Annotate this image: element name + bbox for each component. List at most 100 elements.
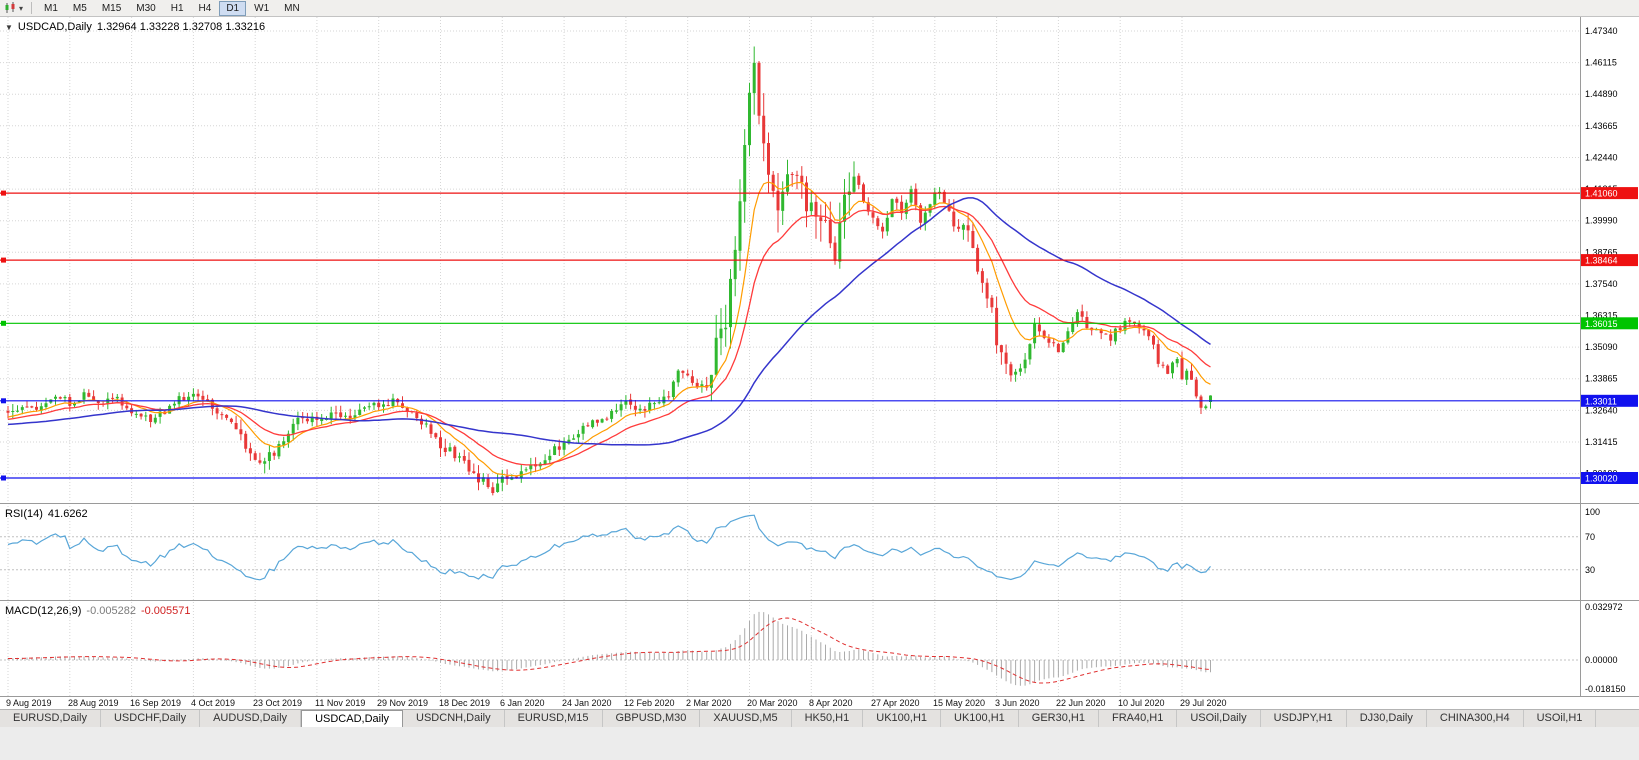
chart-tab-hk50-h1[interactable]: HK50,H1	[791, 710, 864, 727]
svg-text:1.33011: 1.33011	[1585, 396, 1617, 406]
chart-tab-usdcad-daily[interactable]: USDCAD,Daily	[301, 710, 404, 727]
chart-tab-usdcnh-daily[interactable]: USDCNH,Daily	[403, 710, 505, 727]
timeframe-button-h4[interactable]: H4	[198, 2, 212, 14]
ma-mid-line	[7, 205, 1211, 466]
svg-text:1.37540: 1.37540	[1585, 279, 1618, 289]
chart-tab-uk100-h1[interactable]: UK100,H1	[863, 710, 942, 727]
chart-header: ▼ USDCAD,Daily 1.32964 1.33228 1.32708 1.3…	[5, 21, 270, 33]
svg-text:1.42440: 1.42440	[1585, 153, 1618, 163]
date-label: 9 Aug 2019	[6, 698, 52, 708]
svg-text:0.00000: 0.00000	[1585, 655, 1618, 665]
date-label: 4 Oct 2019	[191, 698, 236, 708]
chart-tab-eurusd-daily[interactable]: EURUSD,Daily	[0, 710, 101, 727]
timeframe-button-mn[interactable]: MN	[284, 2, 300, 14]
timeframe-button-d1[interactable]: D1	[219, 0, 247, 16]
date-label: 16 Sep 2019	[130, 698, 182, 708]
macd-signal-value: -0.005571	[140, 605, 191, 617]
chart-ohlc-values: 1.32964 1.33228 1.32708 1.33216	[96, 21, 266, 33]
candlestick-glyph	[5, 2, 15, 13]
macd-signal-line	[8, 617, 1211, 684]
chart-tab-audusd-daily[interactable]: AUDUSD,Daily	[200, 710, 302, 727]
svg-text:70: 70	[1585, 532, 1595, 542]
chart-symbol-period: USDCAD,Daily	[17, 21, 92, 33]
svg-text:0.032972: 0.032972	[1585, 602, 1623, 612]
timeframe-button-h1[interactable]: H1	[170, 2, 184, 14]
svg-text:1.38464: 1.38464	[1585, 256, 1618, 266]
chart-tab-uk100-h1[interactable]: UK100,H1	[941, 710, 1019, 727]
chart-tab-fra40-h1[interactable]: FRA40,H1	[1098, 710, 1178, 727]
svg-text:1.33865: 1.33865	[1585, 374, 1618, 384]
svg-text:1.41060: 1.41060	[1585, 189, 1618, 199]
date-label: 15 May 2020	[933, 698, 986, 708]
svg-text:1.44890: 1.44890	[1585, 89, 1618, 99]
period-buttons-group: M1 M5 M15 M30 H1 H4 D1 W1 MN	[37, 0, 308, 16]
date-label: 6 Jan 2020	[500, 698, 545, 708]
svg-text:1.46115: 1.46115	[1585, 58, 1617, 68]
svg-text:1.36315: 1.36315	[1585, 311, 1618, 321]
date-label: 2 Mar 2020	[686, 698, 732, 708]
date-label: 11 Nov 2019	[315, 698, 366, 708]
timeframe-button-m5[interactable]: M5	[72, 2, 87, 14]
rsi-label: RSI(14)	[5, 508, 43, 520]
hline-anchor-marker[interactable]	[1, 475, 6, 481]
svg-text:1.30020: 1.30020	[1585, 474, 1618, 484]
svg-text:1.38765: 1.38765	[1585, 247, 1618, 257]
chart-background	[0, 17, 1639, 697]
timeframe-button-w1[interactable]: W1	[254, 2, 270, 14]
rsi-line	[7, 514, 1211, 581]
timeframe-button-m1[interactable]: M1	[44, 2, 58, 14]
date-label: 29 Jul 2020	[1180, 698, 1227, 708]
status-bar	[0, 727, 1639, 760]
date-label: 10 Jul 2020	[1118, 698, 1165, 708]
date-label: 29 Nov 2019	[377, 698, 429, 708]
macd-label: MACD(12,26,9)	[5, 605, 82, 617]
chart-tab-dj30-daily[interactable]: DJ30,Daily	[1346, 710, 1427, 727]
chart-tab-china300-h4[interactable]: CHINA300,H4	[1426, 710, 1524, 727]
chart-tab-gbpusd-m30[interactable]: GBPUSD,M30	[602, 710, 701, 727]
svg-text:1.47340: 1.47340	[1585, 26, 1618, 36]
chart-panel[interactable]: 1.473401.461151.448901.436651.424401.412…	[0, 17, 1639, 697]
date-label: 8 Apr 2020	[809, 698, 853, 708]
date-label: 23 Oct 2019	[253, 698, 303, 708]
hline-anchor-marker[interactable]	[1, 257, 6, 263]
hlines-layer[interactable]	[0, 190, 1580, 481]
series-marker-icon: ▼	[5, 23, 13, 32]
svg-text:30: 30	[1585, 565, 1595, 575]
grid-layer	[0, 17, 1580, 697]
chart-tab-bar: EURUSD,Daily USDCHF,Daily AUDUSD,Daily USDC…	[0, 709, 1639, 727]
hline-anchor-marker[interactable]	[1, 190, 6, 196]
hline-anchor-marker[interactable]	[1, 320, 6, 326]
svg-text:1.43665: 1.43665	[1585, 121, 1618, 131]
chart-tab-usoil-daily[interactable]: USOil,Daily	[1177, 710, 1261, 727]
timeframe-toolbar: ▾ M1 M5 M15 M30 H1 H4 D1 W1 MN	[0, 0, 1639, 17]
svg-text:100: 100	[1585, 507, 1600, 517]
svg-text:1.39990: 1.39990	[1585, 216, 1618, 226]
svg-text:1.32640: 1.32640	[1585, 405, 1618, 415]
chart-tab-xauusd-m5[interactable]: XAUUSD,M5	[700, 710, 792, 727]
hline-anchor-marker[interactable]	[1, 398, 6, 404]
panel-separators[interactable]	[0, 17, 1639, 697]
chart-tab-usdjpy-h1[interactable]: USDJPY,H1	[1260, 710, 1347, 727]
macd-histogram	[7, 611, 1211, 686]
chart-canvas[interactable]: 1.473401.461151.448901.436651.424401.412…	[0, 17, 1639, 697]
timeframe-button-m15[interactable]: M15	[101, 2, 122, 14]
toolbar-separator	[31, 2, 33, 14]
chart-tab-usdchf-daily[interactable]: USDCHF,Daily	[100, 710, 201, 727]
chart-tab-eurusd-m15[interactable]: EURUSD,M15	[504, 710, 603, 727]
hline-price-badges: 1.41060 1.38464 1.36015 1.33011 1.30020	[1581, 187, 1638, 484]
date-label: 22 Jun 2020	[1056, 698, 1106, 708]
date-label: 3 Jun 2020	[995, 698, 1040, 708]
date-label: 28 Aug 2019	[68, 698, 119, 708]
ma-slow-line	[7, 197, 1211, 446]
dropdown-caret-icon[interactable]: ▾	[19, 3, 24, 13]
time-axis[interactable]: 9 Aug 2019 28 Aug 2019 16 Sep 2019 4 Oct 20…	[0, 697, 1639, 709]
chart-type-icon[interactable]	[4, 2, 18, 14]
macd-value: -0.005282	[86, 605, 136, 617]
date-label: 12 Feb 2020	[624, 698, 675, 708]
date-label: 27 Apr 2020	[871, 698, 920, 708]
rsi-value: 41.6262	[47, 508, 88, 520]
date-label: 18 Dec 2019	[439, 698, 491, 708]
chart-tab-ger30-h1[interactable]: GER30,H1	[1018, 710, 1099, 727]
timeframe-button-m30[interactable]: M30	[136, 2, 156, 14]
chart-tab-usoil-h1[interactable]: USOil,H1	[1523, 710, 1597, 727]
